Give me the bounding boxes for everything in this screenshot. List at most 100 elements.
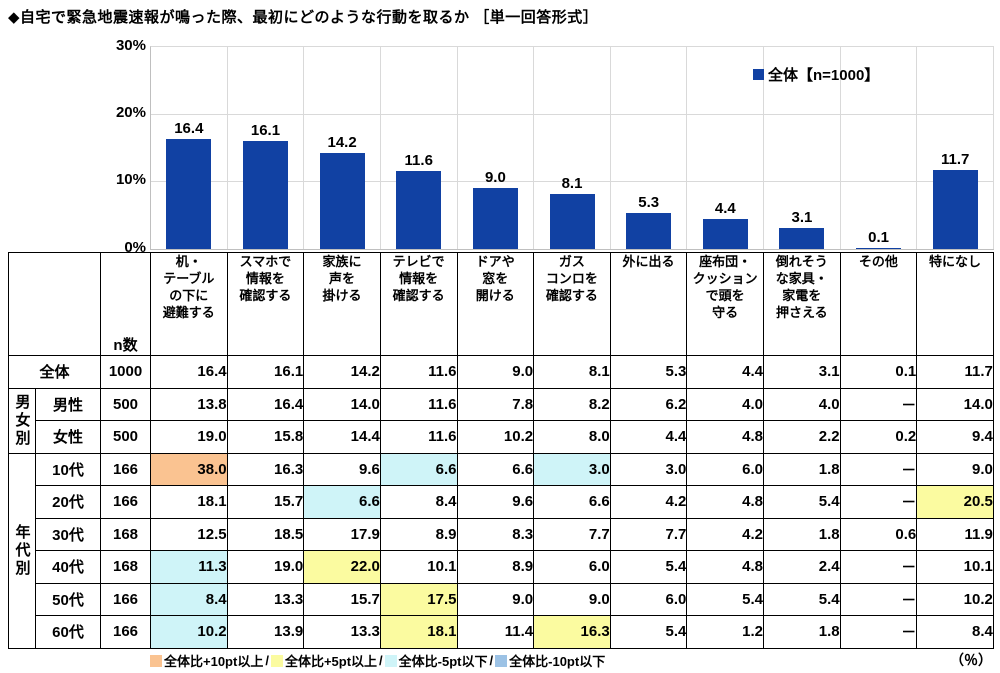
bar-value-label: 11.7: [941, 151, 970, 168]
value-cell: 9.0: [916, 452, 994, 486]
value-cell: 8.9: [379, 517, 458, 551]
table-row: 40代 168 11.3 19.0 22.0 10.1 8.9 6.0 5.4 4.8 2.4 － 10…: [9, 550, 994, 584]
row-label: 20代: [35, 485, 101, 519]
value-cell: －: [839, 582, 918, 616]
value-cell: 6.6: [379, 452, 458, 486]
column-header-line: 机・: [175, 254, 202, 269]
value-cell: 1.8: [763, 615, 841, 649]
value-cell: 8.4: [379, 485, 458, 519]
value-cell: 5.4: [763, 485, 841, 519]
value-cell: 16.3: [533, 615, 611, 649]
chart-column-band: 3.1: [764, 47, 841, 249]
value-cell: 1.2: [686, 615, 764, 649]
value-cell: 1.8: [763, 517, 841, 551]
y-axis-tick-10: 10%: [115, 171, 146, 188]
bar: [319, 153, 365, 249]
highlight-legend-label: 全体比+5pt以上: [284, 654, 378, 669]
value-cell: 22.0: [303, 550, 381, 584]
value-cell: 9.4: [916, 420, 994, 454]
column-header: ドアや 窓を 開ける: [456, 252, 535, 356]
row-group-label: 年代別: [8, 452, 36, 649]
column-header-line: の下に: [169, 288, 209, 303]
data-table: n数 机・ テーブル の下に 避難する スマホで 情報を 確認する 家族に 声を 掛ける テレビで 情報…: [8, 252, 994, 649]
value-cell: 10.1: [379, 550, 458, 584]
column-header-line: テーブル: [163, 271, 215, 286]
value-cell: 4.4: [686, 355, 764, 389]
table-row: 男女別 男性 500 13.8 16.4 14.0 11.6 7.8 8.2 6.2 4.0 4.0 －…: [8, 387, 994, 454]
table-row: 30代 168 12.5 18.5 17.9 8.9 8.3 7.7 7.7 4.2 1.8 0.6 1…: [9, 517, 994, 551]
value-cell: 4.8: [686, 420, 764, 454]
bar-value-label: 8.1: [561, 175, 583, 192]
value-cell: 14.2: [303, 355, 381, 389]
value-cell: 18.1: [379, 615, 458, 649]
column-header-line: な家具・: [775, 271, 828, 286]
value-cell: 4.0: [686, 387, 764, 421]
value-cell: 11.3: [150, 550, 228, 584]
value-cell: －: [839, 550, 918, 584]
column-header-line: 倒れそう: [775, 254, 828, 269]
column-header: 特になし: [916, 252, 994, 356]
column-header-line: 外に出る: [622, 254, 675, 269]
value-cell: 4.2: [686, 517, 764, 551]
column-header: 倒れそうな家具・家電を押さえる: [763, 252, 841, 356]
bar: [856, 248, 902, 249]
table-row: 全体 1000 16.4 16.1 14.2 11.6 9.0 8.1 5.3 4.4 3.1 0.1…: [8, 355, 994, 389]
value-cell: 5.4: [686, 582, 764, 616]
value-cell: 8.4: [150, 582, 228, 616]
value-cell: 2.4: [763, 550, 841, 584]
table-row: 女性 500 19.0 15.8 14.4 11.6 10.2 8.0 4.4 4.8 2.2 0.2…: [9, 420, 994, 454]
chart-column-band: 11.6: [381, 47, 458, 249]
chart-column-band: 9.0: [458, 47, 535, 249]
highlight-swatch-minus5-icon: [384, 654, 397, 667]
highlight-legend-label: 全体比-5pt以下: [398, 654, 488, 669]
legend-separator: /: [379, 653, 383, 668]
row-n-count: 168: [100, 517, 151, 551]
row-n-count: 500: [100, 420, 151, 454]
highlight-legend-label: 全体比+10pt以上: [164, 654, 264, 669]
column-header-line: で頭を: [705, 288, 745, 303]
unit-label: （％）: [950, 652, 992, 668]
bar: [702, 219, 748, 249]
bar-chart-plot-area: 16.4 16.1 14.2 11.6 9.0 8.1 5.3 4.4 3.1 0.1 11.7: [150, 46, 995, 250]
column-header-line: 家電を: [782, 288, 822, 303]
value-cell: 8.0: [533, 420, 611, 454]
value-cell: 13.8: [150, 387, 228, 421]
column-header-line: 確認する: [239, 288, 292, 303]
bar-value-label: 4.4: [714, 200, 736, 217]
column-header-line: 情報を: [245, 271, 285, 286]
bar: [396, 171, 442, 249]
column-header-line: 守る: [712, 305, 739, 320]
value-cell: 4.8: [686, 485, 764, 519]
value-cell: 11.6: [379, 420, 458, 454]
value-cell: 9.6: [456, 485, 535, 519]
row-n-count: 168: [100, 550, 151, 584]
value-cell: 12.5: [150, 517, 228, 551]
bar: [549, 194, 595, 249]
value-cell: 7.7: [609, 517, 688, 551]
row-label: 40代: [35, 550, 101, 584]
value-cell: 14.0: [303, 387, 381, 421]
value-cell: 17.5: [379, 582, 458, 616]
y-axis-tick-20: 20%: [115, 104, 146, 121]
value-cell: 8.3: [456, 517, 535, 551]
value-cell: －: [839, 615, 918, 649]
bar-value-label: 3.1: [791, 209, 813, 226]
column-header-line: スマホで: [239, 254, 292, 269]
value-cell: 5.3: [609, 355, 688, 389]
value-cell: 14.4: [303, 420, 381, 454]
value-cell: 19.0: [226, 550, 305, 584]
value-cell: 6.0: [686, 452, 764, 486]
column-header: その他: [839, 252, 918, 356]
highlight-legend-label: 全体比-10pt以下: [509, 654, 606, 669]
highlight-legend: 全体比+10pt以上 / 全体比+5pt以上 / 全体比-5pt以下 / 全体比-10pt以…: [150, 651, 605, 670]
value-cell: 20.5: [916, 485, 994, 519]
column-header-line: 押さえる: [776, 305, 828, 320]
value-cell: 14.0: [916, 387, 994, 421]
value-cell: 7.8: [456, 387, 535, 421]
value-cell: 11.7: [916, 355, 994, 389]
column-header-line: ガス: [558, 254, 585, 269]
value-cell: 13.3: [226, 582, 305, 616]
value-cell: 2.2: [763, 420, 841, 454]
value-cell: 8.4: [916, 615, 994, 649]
